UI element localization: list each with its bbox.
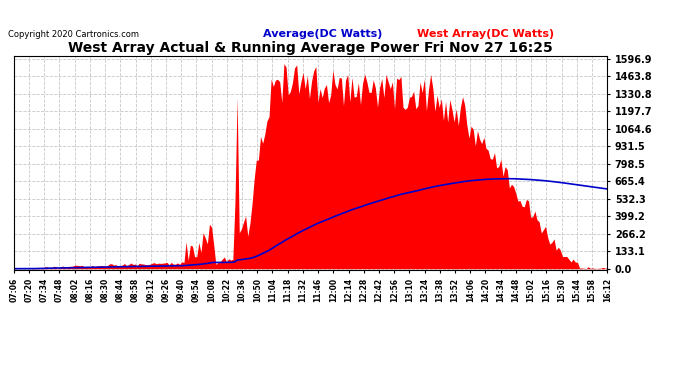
Text: Average(DC Watts): Average(DC Watts) (263, 29, 382, 39)
Text: West Array(DC Watts): West Array(DC Watts) (417, 29, 555, 39)
Text: Copyright 2020 Cartronics.com: Copyright 2020 Cartronics.com (8, 30, 139, 39)
Title: West Array Actual & Running Average Power Fri Nov 27 16:25: West Array Actual & Running Average Powe… (68, 41, 553, 55)
